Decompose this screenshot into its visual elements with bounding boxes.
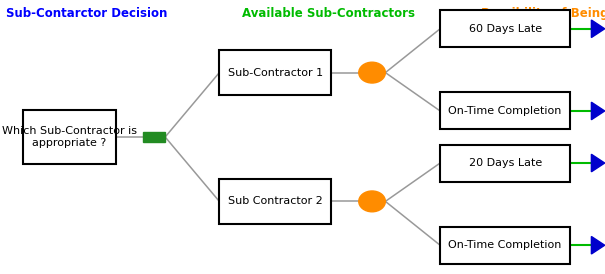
Text: Available Sub-Contractors: Available Sub-Contractors <box>242 7 415 20</box>
Text: Sub Contractor 2: Sub Contractor 2 <box>228 196 322 206</box>
FancyBboxPatch shape <box>440 145 570 181</box>
FancyBboxPatch shape <box>440 10 570 47</box>
Polygon shape <box>592 102 605 120</box>
Text: Which Sub-Contractor is
appropriate ?: Which Sub-Contractor is appropriate ? <box>2 126 137 148</box>
Text: Possibility of Being Late: Possibility of Being Late <box>481 7 605 20</box>
Text: Sub-Contarctor Decision: Sub-Contarctor Decision <box>6 7 168 20</box>
Text: 60 Days Late: 60 Days Late <box>469 24 541 34</box>
Polygon shape <box>592 154 605 172</box>
Text: 20 Days Late: 20 Days Late <box>468 158 542 168</box>
Text: Sub-Contractor 1: Sub-Contractor 1 <box>227 68 323 78</box>
Ellipse shape <box>359 62 385 83</box>
Polygon shape <box>592 20 605 38</box>
Text: On-Time Completion: On-Time Completion <box>448 240 562 250</box>
FancyBboxPatch shape <box>143 132 165 142</box>
FancyBboxPatch shape <box>23 110 116 164</box>
FancyBboxPatch shape <box>440 93 570 130</box>
Text: On-Time Completion: On-Time Completion <box>448 106 562 116</box>
FancyBboxPatch shape <box>220 179 332 224</box>
Ellipse shape <box>359 191 385 212</box>
FancyBboxPatch shape <box>220 50 332 95</box>
Polygon shape <box>592 236 605 254</box>
FancyBboxPatch shape <box>440 227 570 264</box>
